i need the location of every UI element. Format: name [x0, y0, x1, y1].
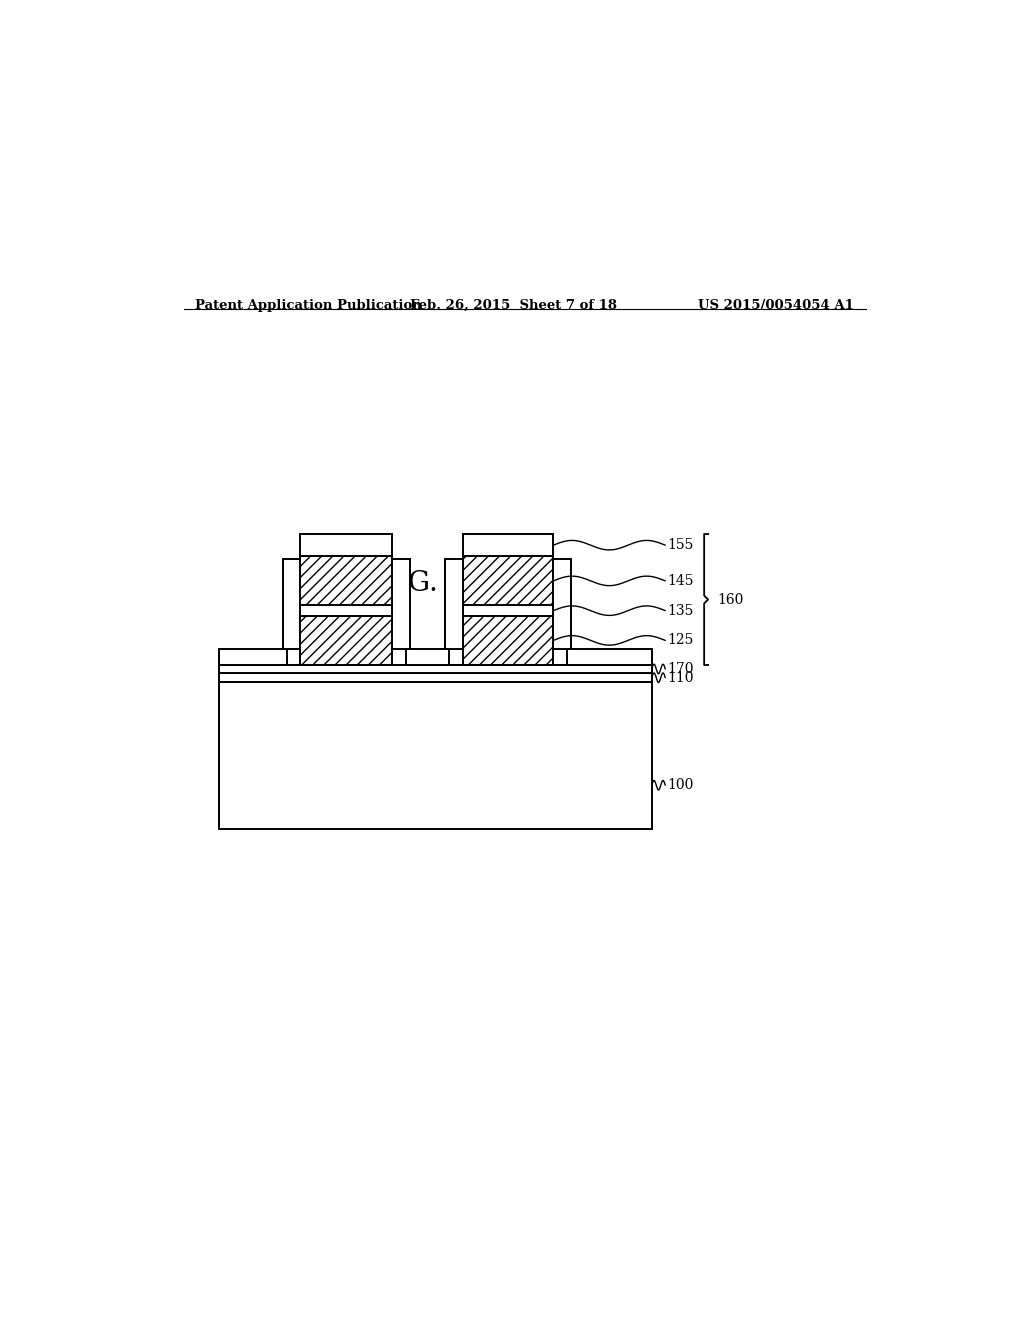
Bar: [463, 616, 553, 665]
Bar: [406, 649, 450, 665]
Text: 170: 170: [668, 663, 694, 676]
Bar: [567, 649, 652, 665]
Text: US 2015/0054054 A1: US 2015/0054054 A1: [698, 300, 854, 312]
Text: Feb. 26, 2015  Sheet 7 of 18: Feb. 26, 2015 Sheet 7 of 18: [410, 300, 616, 312]
Bar: [445, 560, 570, 649]
Bar: [219, 673, 652, 682]
Text: 160: 160: [717, 593, 743, 607]
Text: FIG. 8: FIG. 8: [379, 570, 465, 597]
Bar: [219, 649, 287, 665]
Bar: [283, 560, 410, 649]
Text: 125: 125: [668, 634, 694, 647]
Bar: [463, 535, 553, 556]
Text: Patent Application Publication: Patent Application Publication: [196, 300, 422, 312]
Bar: [219, 665, 652, 673]
Text: 110: 110: [668, 671, 694, 685]
Bar: [300, 556, 392, 606]
Bar: [219, 682, 652, 829]
Bar: [300, 606, 392, 616]
Text: 145: 145: [668, 574, 694, 587]
Text: 100: 100: [668, 779, 694, 792]
Text: 155: 155: [668, 539, 694, 552]
Bar: [463, 556, 553, 606]
Bar: [463, 606, 553, 616]
Text: 135: 135: [668, 603, 694, 618]
Bar: [300, 616, 392, 665]
Bar: [300, 535, 392, 556]
